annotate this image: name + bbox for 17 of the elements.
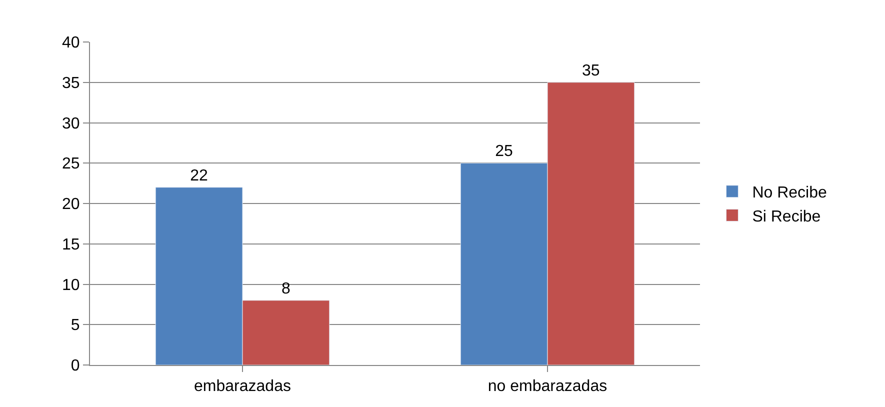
y-tick-label: 20 [62, 196, 80, 214]
x-tick-label: embarazadas [194, 378, 291, 396]
y-tick-label: 15 [62, 236, 80, 254]
legend-label: Si Recibe [752, 208, 821, 226]
y-tick-label: 0 [70, 358, 80, 375]
y-tick-label: 30 [62, 115, 80, 132]
y-tick-label: 35 [62, 74, 80, 92]
data-label: 22 [190, 167, 208, 184]
y-tick-label: 40 [62, 34, 80, 52]
y-tick-label: 25 [62, 156, 80, 173]
y-tick-label: 10 [62, 276, 80, 294]
data-label: 8 [281, 280, 290, 298]
data-label: 35 [582, 62, 600, 80]
y-tick-label: 5 [70, 317, 80, 334]
data-label: 25 [495, 143, 513, 160]
legend-label: No Recibe [752, 184, 828, 202]
x-tick-label: no embarazadas [488, 378, 608, 396]
